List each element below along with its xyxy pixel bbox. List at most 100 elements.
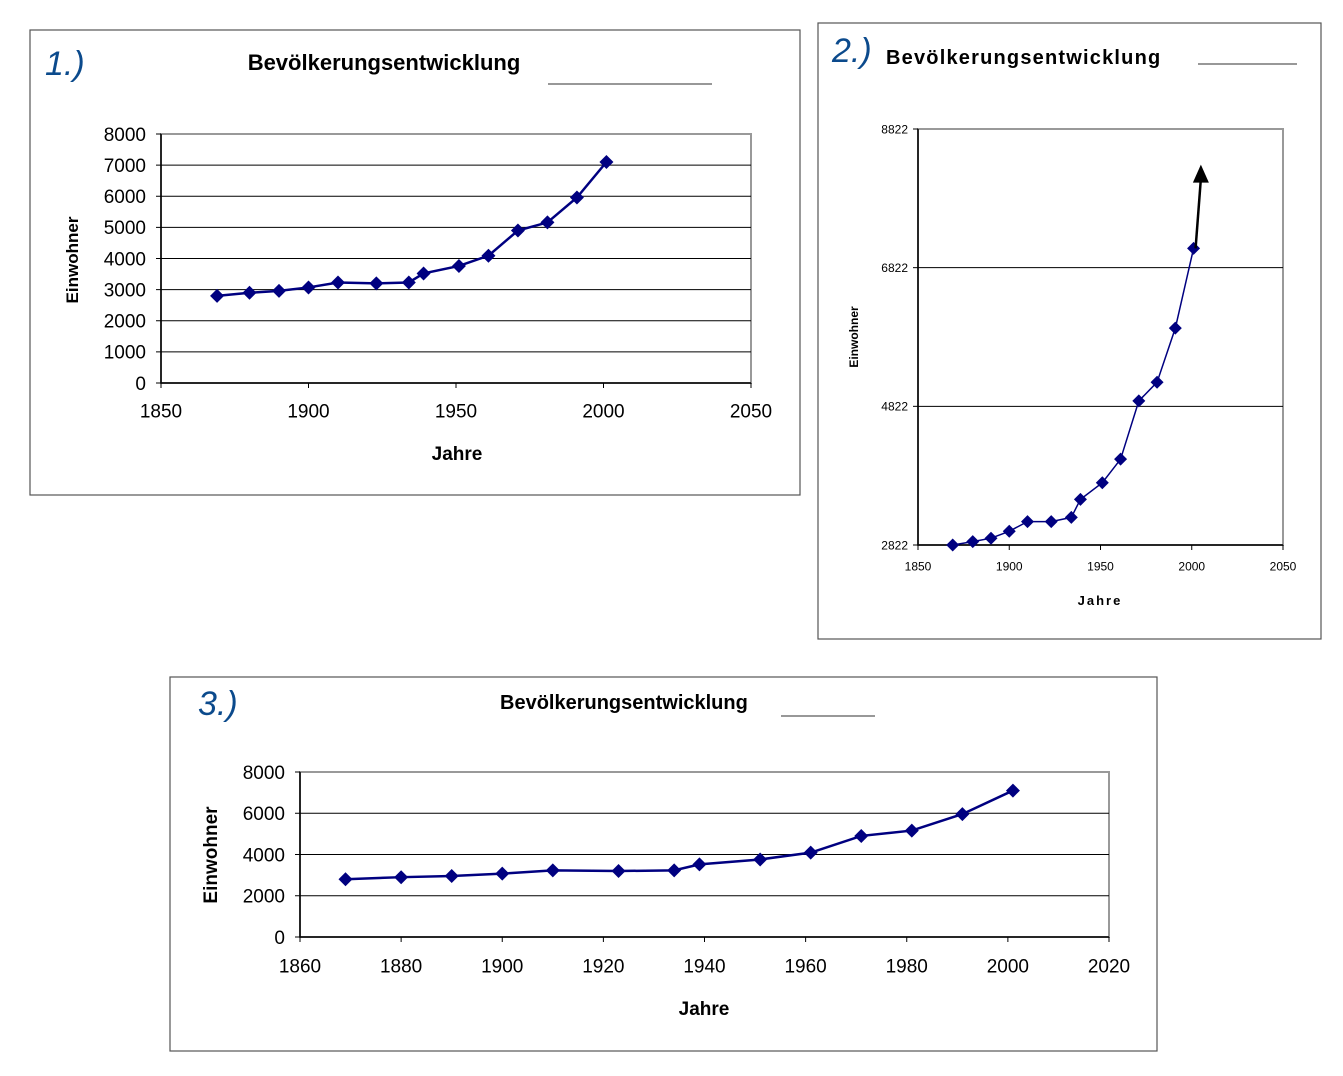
y-tick-label: 8822 (881, 122, 908, 136)
trend-arrow-shaft (1194, 178, 1203, 249)
data-point-marker (1095, 476, 1109, 490)
data-point-marker (545, 863, 560, 878)
data-point-marker (394, 870, 409, 885)
data-point-marker (854, 828, 869, 843)
chart-frame (29, 29, 801, 496)
chart-title: Bevölkerungsentwicklung (500, 692, 748, 714)
y-tick-label: 1000 (104, 343, 146, 364)
y-tick-label: 6000 (243, 804, 285, 825)
y-tick-label: 4822 (881, 400, 908, 414)
y-tick-label: 6000 (104, 187, 146, 208)
x-tick-label: 1980 (886, 956, 928, 977)
x-tick-label: 2020 (1088, 956, 1130, 977)
data-point-marker (369, 276, 384, 291)
data-point-marker (692, 857, 707, 872)
x-tick-label: 1850 (140, 401, 182, 422)
data-point-marker (984, 531, 998, 545)
y-axis-label: Einwohner (847, 306, 861, 368)
trend-arrow-head (1192, 164, 1209, 183)
data-point-marker (803, 845, 818, 860)
y-tick-label: 5000 (104, 218, 146, 239)
chart-title: Bevölkerungsentwicklung (248, 50, 521, 75)
data-point-marker (966, 535, 980, 549)
data-point-marker (510, 223, 525, 238)
x-tick-label: 1960 (784, 956, 826, 977)
x-axis-label: Jahre (432, 444, 483, 465)
y-tick-label: 8000 (104, 125, 146, 146)
y-tick-label: 3000 (104, 280, 146, 301)
data-point-marker (569, 190, 584, 205)
chart-1: 0 1000 2000 3000 4000 5000 6000 7000 8000 1850 190… (29, 29, 801, 496)
x-tick-label: 1940 (683, 956, 725, 977)
data-point-marker (1114, 452, 1128, 466)
data-point-marker (416, 266, 431, 281)
x-tick-label: 1900 (481, 956, 523, 977)
data-point-marker (753, 852, 768, 867)
data-point-marker (1150, 375, 1164, 389)
x-tick-label: 1920 (582, 956, 624, 977)
x-tick-label: 1850 (905, 560, 932, 574)
x-tick-label: 1900 (287, 401, 329, 422)
y-tick-label: 4000 (104, 249, 146, 270)
x-tick-label: 1900 (996, 560, 1023, 574)
chart-3: 0 2000 4000 6000 8000 1860 1880 1900 1920 1940 196… (169, 676, 1158, 1052)
data-point-marker (955, 807, 970, 822)
y-axis-label: Einwohner (201, 806, 222, 904)
data-point-marker (904, 823, 919, 838)
chart-frame (169, 676, 1158, 1052)
data-point-marker (210, 288, 225, 303)
x-tick-label: 2050 (1270, 560, 1297, 574)
x-axis-label: Jahre (1078, 593, 1123, 608)
x-tick-label: 2050 (730, 401, 772, 422)
data-point-marker (1021, 515, 1034, 529)
data-point-marker (1044, 515, 1058, 529)
series-line (345, 789, 1014, 881)
data-point-marker (242, 285, 257, 300)
data-point-marker (599, 155, 614, 170)
y-axis-label: Einwohner (63, 216, 82, 303)
data-point-marker (1005, 783, 1020, 798)
x-axis-label: Jahre (679, 999, 730, 1020)
x-tick-label: 1860 (279, 956, 321, 977)
y-tick-label: 0 (135, 374, 146, 395)
chart-title: Bevölkerungsentwicklung (886, 47, 1161, 69)
data-point-marker (451, 258, 466, 273)
data-point-marker (338, 872, 353, 887)
data-point-marker (495, 866, 510, 881)
y-tick-label: 8000 (243, 763, 285, 784)
data-point-marker (1064, 510, 1078, 524)
x-tick-label: 1880 (380, 956, 422, 977)
x-tick-label: 2000 (987, 956, 1029, 977)
handwritten-number: 2.) (831, 32, 872, 70)
y-tick-label: 0 (274, 928, 285, 949)
x-tick-label: 1950 (435, 401, 477, 422)
chart-2: 2822 4822 6822 8822 1850 1900 1950 2000 2050 Bevö… (817, 22, 1322, 640)
data-point-marker (540, 215, 555, 230)
data-point-marker (272, 283, 286, 298)
data-point-marker (1132, 394, 1146, 408)
handwritten-number: 3.) (198, 685, 238, 723)
y-tick-label: 7000 (104, 156, 146, 177)
y-tick-label: 2000 (243, 887, 285, 908)
y-tick-label: 2822 (881, 538, 908, 552)
data-point-marker (401, 275, 416, 290)
x-tick-label: 2000 (1178, 560, 1205, 574)
data-point-marker (1002, 524, 1016, 538)
data-point-marker (301, 280, 316, 295)
data-point-marker (481, 248, 496, 263)
x-tick-label: 1950 (1087, 560, 1114, 574)
data-point-marker (444, 868, 459, 883)
data-point-marker (1168, 321, 1182, 335)
data-point-marker (331, 275, 345, 290)
data-point-marker (611, 864, 626, 878)
y-tick-label: 6822 (881, 261, 908, 275)
data-point-marker (946, 538, 960, 552)
data-point-marker (1073, 492, 1087, 506)
data-point-marker (667, 863, 682, 878)
x-tick-label: 2000 (582, 401, 624, 422)
y-tick-label: 2000 (104, 312, 146, 333)
handwritten-number: 1.) (45, 45, 85, 83)
chart-frame (817, 22, 1322, 640)
y-tick-label: 4000 (243, 845, 285, 866)
